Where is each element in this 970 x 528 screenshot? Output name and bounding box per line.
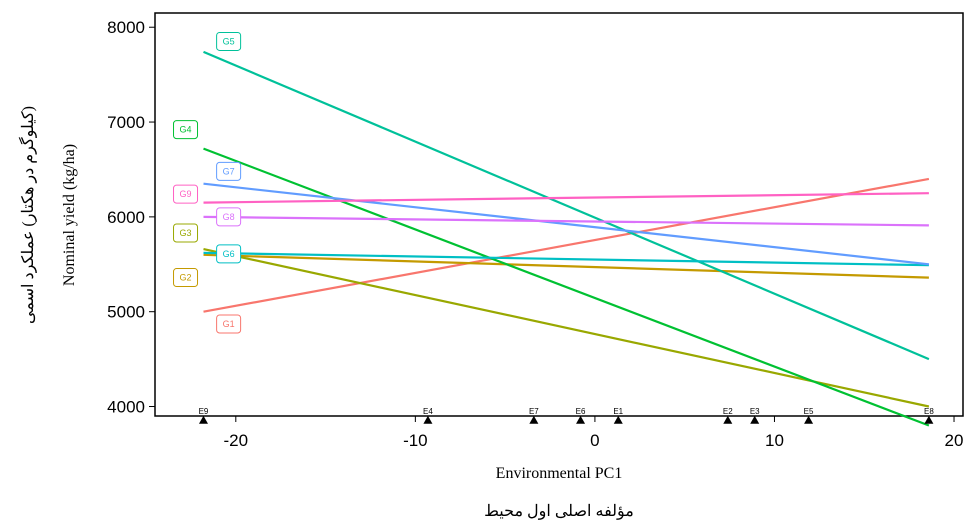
env-label: E5 [804,407,814,416]
env-triangle [198,415,208,424]
series-label-text: G9 [180,189,192,199]
series-line-g7 [203,182,930,266]
env-marker-e2: E2 [723,407,733,424]
env-triangle [924,415,934,424]
series-label-g1: G1 [216,314,242,334]
x-tick-label: 10 [765,431,784,450]
series-line-g9 [203,192,929,204]
env-triangle [723,415,733,424]
env-label: E4 [423,407,433,416]
env-marker-e7: E7 [529,407,539,424]
env-marker-e4: E4 [423,407,433,424]
series-label-text: G1 [223,319,235,329]
env-marker-e3: E3 [750,407,760,424]
series-label-box [173,268,199,288]
env-marker-e5: E5 [804,407,814,424]
series-label-g2: G2 [173,268,199,288]
y-tick-label: 8000 [107,18,145,37]
series-label-text: G4 [180,125,192,135]
y-tick-label: 5000 [107,303,145,322]
env-label: E2 [723,407,733,416]
series-line-g1 [203,177,930,313]
env-label: E9 [199,407,209,416]
env-label: E3 [750,407,760,416]
env-marker-e9: E9 [199,407,209,424]
env-triangle [613,415,623,424]
series-label-g8: G8 [216,207,242,227]
series-label-box [216,161,242,181]
series-label-g5: G5 [216,31,242,51]
series-label-text: G8 [223,212,235,222]
y-tick-label: 6000 [107,208,145,227]
series-label-box [216,314,242,334]
series-label-g9: G9 [173,184,199,204]
plot-frame [154,12,964,417]
env-triangle [750,415,760,424]
y-tick-label: 7000 [107,113,145,132]
series-label-box [216,244,242,264]
env-marker-e1: E1 [613,407,624,424]
x-tick-label: -10 [403,431,428,450]
series-label-text: G6 [223,249,235,259]
series-labels-layer: G1 G2 G3 G4 G5 G6 G7 G8 G9 [173,31,242,334]
env-label: E1 [613,407,623,416]
env-label: E6 [576,407,586,416]
axes-layer: -20 -10 0 10 20 4000 5000 6000 7000 8000 [107,18,963,450]
series-line-g6 [203,251,929,267]
series-line-g4 [203,147,930,427]
x-tick-label: -20 [224,431,249,450]
x-axis-title: Environmental PC1 [496,465,623,482]
env-label: E8 [924,407,934,416]
series-label-text: G3 [180,228,192,238]
series-label-text: G7 [223,166,235,176]
series-label-text: G5 [223,36,235,46]
series-label-text: G2 [180,273,192,283]
env-triangle [804,415,814,424]
env-triangle [576,415,586,424]
x-tick-label: 0 [590,431,599,450]
env-marker-e8: E8 [924,407,934,424]
x-tick-label: 20 [945,431,964,450]
env-label: E7 [529,407,539,416]
series-line-g5 [203,50,930,361]
y-axis-title: Nominal yield (kg/ha) [61,144,78,286]
series-layer [203,50,930,427]
env-triangle [529,415,539,424]
series-label-g6: G6 [216,244,242,264]
y-tick-label: 4000 [107,398,145,417]
series-label-box [173,184,199,204]
env-triangle [423,415,433,424]
series-label-box [173,223,199,243]
series-label-g4: G4 [173,120,199,140]
series-label-box [216,207,242,227]
series-line-g8 [203,215,929,227]
y-axis-title-alt: (کیلوگرم در هکتار) عملکرد اسمی [18,106,37,324]
x-axis-title-alt: مؤلفه اصلی اول محیط [484,503,634,520]
series-label-g3: G3 [173,223,199,243]
series-label-box [173,120,199,140]
series-line-g2 [203,253,929,279]
series-label-box [216,31,242,51]
env-marker-e6: E6 [576,407,586,424]
series-label-g7: G7 [216,161,242,181]
environment-markers-layer: E9 E4 E7 E6 E1 E2 E3 E5 E8 [199,407,934,424]
